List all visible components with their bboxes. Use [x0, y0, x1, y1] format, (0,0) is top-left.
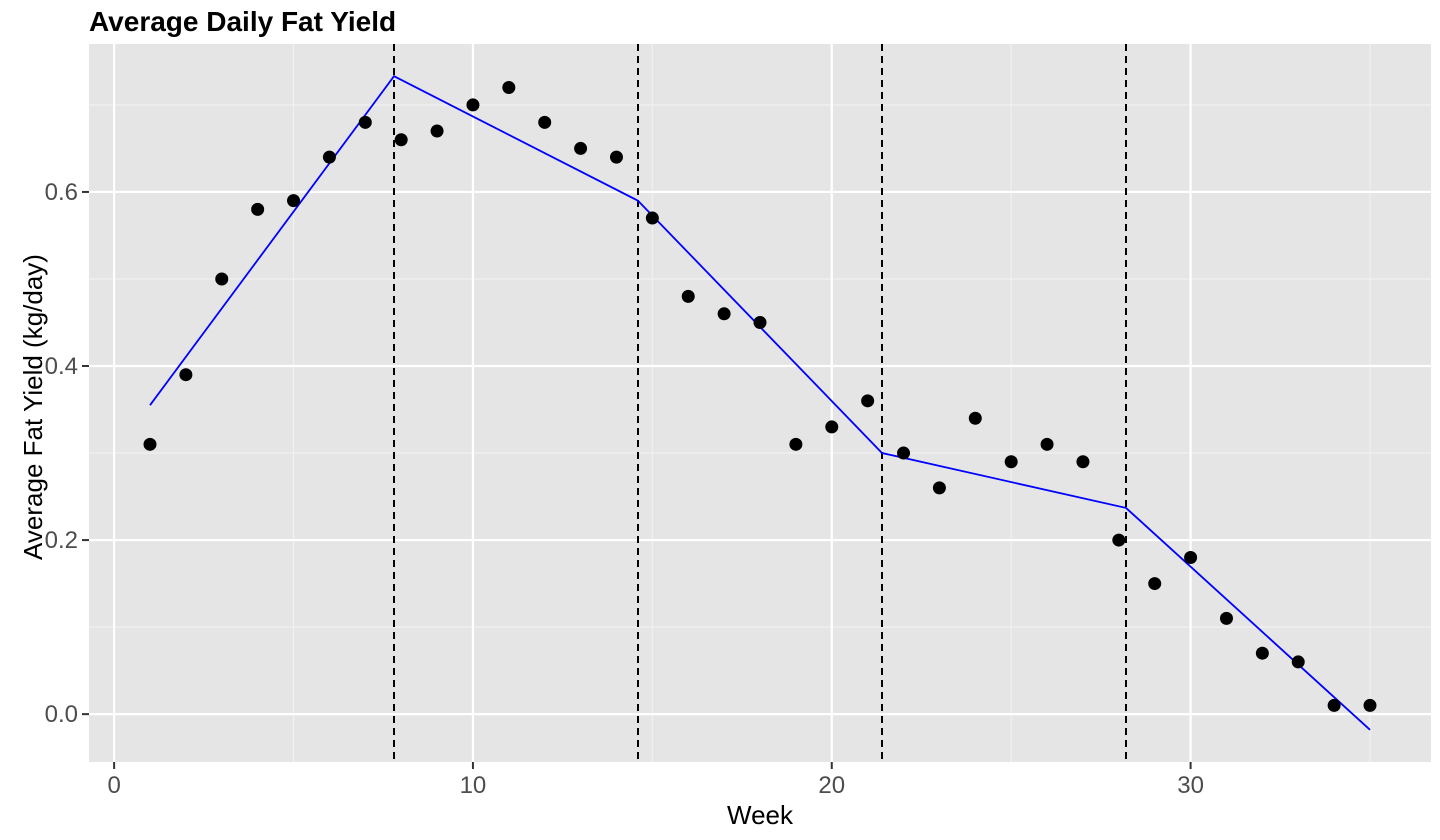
data-point — [466, 98, 480, 112]
data-point — [825, 420, 839, 434]
x-tick-label: 10 — [460, 772, 487, 799]
data-point — [574, 141, 588, 155]
x-axis-title: Week — [727, 800, 794, 830]
data-point — [179, 368, 193, 382]
data-point — [861, 394, 875, 408]
major-gridlines — [89, 44, 1431, 762]
data-point — [717, 307, 731, 321]
x-tick-label: 30 — [1177, 772, 1204, 799]
data-point — [932, 481, 946, 495]
y-tick-label: 0.0 — [45, 701, 78, 728]
data-point — [1363, 698, 1377, 712]
x-axis: 0 10 20 30 — [107, 762, 1204, 799]
data-point — [394, 133, 408, 147]
chart-title: Average Daily Fat Yield — [89, 6, 396, 37]
data-point — [753, 315, 767, 329]
data-point — [143, 437, 157, 451]
data-point — [251, 202, 265, 216]
plot-panel — [89, 44, 1431, 762]
data-point — [322, 150, 336, 164]
data-point — [968, 411, 982, 425]
data-point — [358, 115, 372, 129]
data-point — [538, 115, 552, 129]
data-point — [1291, 655, 1305, 669]
data-point — [609, 150, 623, 164]
y-tick-label: 0.6 — [45, 179, 78, 206]
x-tick-label: 0 — [107, 772, 120, 799]
data-point — [1219, 611, 1233, 625]
data-point — [1255, 646, 1269, 660]
y-tick-label: 0.4 — [45, 353, 78, 380]
data-point — [1327, 698, 1341, 712]
data-point — [1148, 577, 1162, 591]
data-point — [681, 289, 695, 303]
data-point — [1076, 455, 1090, 469]
y-axis: 0.0 0.2 0.4 0.6 — [45, 179, 89, 728]
data-point — [645, 211, 659, 225]
data-point — [430, 124, 444, 138]
data-point — [1040, 437, 1054, 451]
minor-gridlines — [89, 44, 1431, 762]
data-point — [1004, 455, 1018, 469]
x-tick-label: 20 — [818, 772, 845, 799]
data-point — [1184, 550, 1198, 564]
data-point — [897, 446, 911, 460]
data-point — [502, 81, 516, 95]
data-point — [215, 272, 229, 286]
y-tick-label: 0.2 — [45, 527, 78, 554]
y-axis-title: Average Fat Yield (kg/day) — [18, 254, 48, 560]
data-point — [789, 437, 803, 451]
data-point — [287, 194, 301, 208]
data-points — [143, 81, 1377, 712]
data-point — [1112, 533, 1126, 547]
